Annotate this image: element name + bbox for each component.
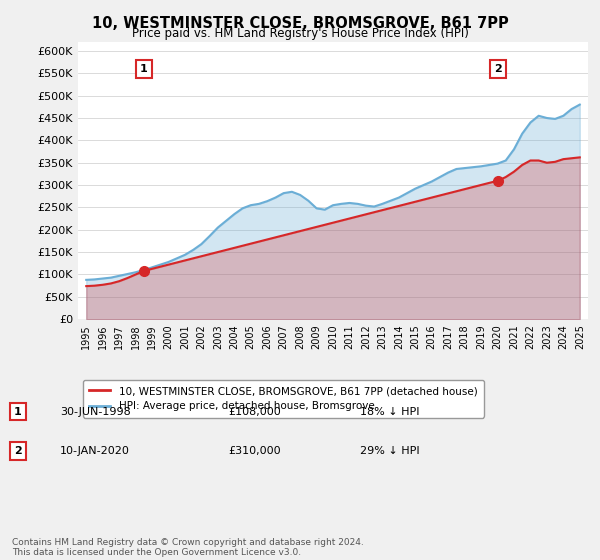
Text: £108,000: £108,000 xyxy=(228,407,281,417)
Text: 29% ↓ HPI: 29% ↓ HPI xyxy=(360,446,419,456)
Text: 30-JUN-1998: 30-JUN-1998 xyxy=(60,407,131,417)
Text: 10-JAN-2020: 10-JAN-2020 xyxy=(60,446,130,456)
Text: 18% ↓ HPI: 18% ↓ HPI xyxy=(360,407,419,417)
Legend: 10, WESTMINSTER CLOSE, BROMSGROVE, B61 7PP (detached house), HPI: Average price,: 10, WESTMINSTER CLOSE, BROMSGROVE, B61 7… xyxy=(83,380,484,418)
Text: 1: 1 xyxy=(140,64,148,74)
Text: 2: 2 xyxy=(494,64,502,74)
Text: £310,000: £310,000 xyxy=(228,446,281,456)
Text: 1: 1 xyxy=(14,407,22,417)
Text: 10, WESTMINSTER CLOSE, BROMSGROVE, B61 7PP: 10, WESTMINSTER CLOSE, BROMSGROVE, B61 7… xyxy=(92,16,508,31)
Text: 2: 2 xyxy=(14,446,22,456)
Text: Price paid vs. HM Land Registry's House Price Index (HPI): Price paid vs. HM Land Registry's House … xyxy=(131,27,469,40)
Text: Contains HM Land Registry data © Crown copyright and database right 2024.
This d: Contains HM Land Registry data © Crown c… xyxy=(12,538,364,557)
